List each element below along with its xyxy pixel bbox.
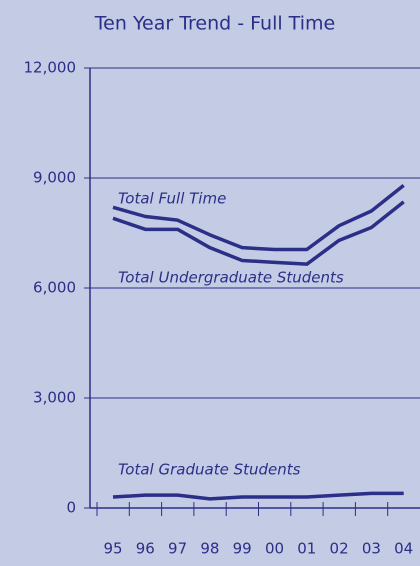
series-label: Total Graduate Students [118, 461, 301, 479]
x-tick-label: 03 [362, 540, 381, 558]
series-line [112, 200, 405, 266]
y-tick-label: 0 [66, 499, 76, 517]
x-tick-label: 98 [200, 540, 219, 558]
y-tick-label: 9,000 [33, 169, 76, 187]
series-label: Total Undergraduate Students [118, 269, 344, 287]
x-tick-label: 97 [168, 540, 187, 558]
series-line [112, 491, 404, 501]
y-tick-label: 6,000 [33, 279, 76, 297]
x-tick-label: 00 [265, 540, 284, 558]
y-tick-label: 12,000 [24, 59, 77, 77]
x-tick-label: 01 [297, 540, 316, 558]
x-tick-label: 04 [394, 540, 413, 558]
chart-title: Ten Year Trend - Full Time [94, 13, 335, 35]
x-tick-label: 99 [233, 540, 252, 558]
series-label: Total Full Time [118, 190, 226, 208]
x-tick-label: 02 [330, 540, 349, 558]
y-tick-label: 3,000 [33, 389, 76, 407]
x-tick-label: 95 [103, 540, 122, 558]
series-line [112, 183, 405, 252]
x-tick-label: 96 [136, 540, 155, 558]
